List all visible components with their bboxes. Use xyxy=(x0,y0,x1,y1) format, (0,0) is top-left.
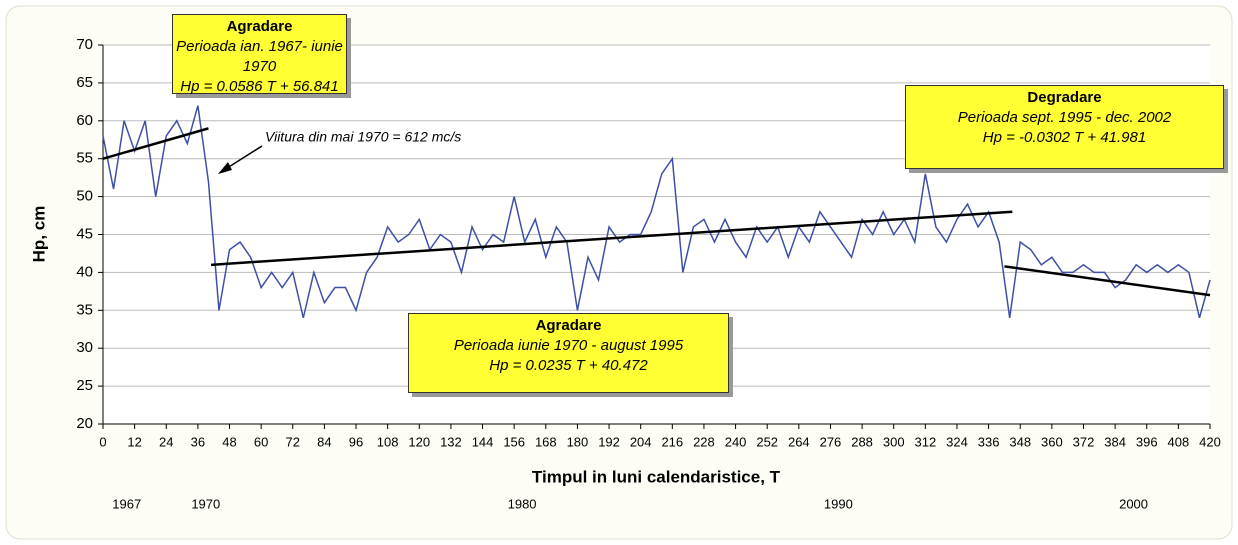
annotation-box: Degradare Perioada sept. 1995 - dec. 200… xyxy=(905,85,1224,169)
x-tick-label: 60 xyxy=(254,434,268,449)
y-tick-label: 45 xyxy=(76,225,93,242)
y-tick-label: 30 xyxy=(76,339,93,356)
x-tick-label: 144 xyxy=(472,434,494,449)
annotation-title: Degradare xyxy=(1027,89,1102,106)
x-tick-label: 276 xyxy=(820,434,842,449)
year-label: 1967 xyxy=(112,496,141,511)
x-tick-label: 372 xyxy=(1073,434,1095,449)
x-tick-label: 168 xyxy=(535,434,557,449)
x-tick-label: 264 xyxy=(788,434,810,449)
x-tick-label: 180 xyxy=(567,434,589,449)
arrow xyxy=(223,145,263,171)
x-tick-label: 396 xyxy=(1136,434,1158,449)
x-tick-label: 0 xyxy=(99,434,106,449)
x-tick-label: 336 xyxy=(978,434,1000,449)
x-tick-label: 132 xyxy=(440,434,462,449)
year-label: 1990 xyxy=(824,496,853,511)
data-line xyxy=(102,105,1211,319)
annotation-text: Perioada ian. 1967- iunie 1970 xyxy=(176,38,343,75)
year-label: 2000 xyxy=(1119,496,1148,511)
trend-line xyxy=(102,127,209,160)
x-tick-label: 108 xyxy=(377,434,399,449)
y-tick-label: 35 xyxy=(76,301,93,318)
x-tick-label: 324 xyxy=(946,434,968,449)
x-tick-label: 48 xyxy=(222,434,236,449)
x-tick-label: 84 xyxy=(317,434,331,449)
annotation-text: Perioada sept. 1995 - dec. 2002 xyxy=(957,109,1172,126)
x-tick-label: 312 xyxy=(914,434,936,449)
x-tick-label: 240 xyxy=(725,434,747,449)
arrow-head xyxy=(218,162,232,174)
x-tick-label: 120 xyxy=(408,434,430,449)
y-axis-label: Hp, cm xyxy=(29,206,48,263)
x-tick-label: 12 xyxy=(127,434,141,449)
x-tick-label: 36 xyxy=(191,434,205,449)
y-tick-label: 50 xyxy=(76,188,93,205)
annotation-title: Agradare xyxy=(226,18,293,35)
x-axis-label: Timpul in luni calendaristice, T xyxy=(532,467,781,486)
annotation-title: Agradare xyxy=(535,317,602,334)
x-tick-label: 216 xyxy=(661,434,683,449)
x-tick-label: 360 xyxy=(1041,434,1063,449)
x-tick-label: 204 xyxy=(630,434,652,449)
annotation-box: Agradare Perioada ian. 1967- iunie 1970 … xyxy=(172,14,347,95)
x-tick-label: 192 xyxy=(598,434,620,449)
y-tick-label: 25 xyxy=(76,377,93,394)
x-tick-label: 408 xyxy=(1168,434,1190,449)
x-tick-label: 24 xyxy=(159,434,173,449)
annotation: Viitura din mai 1970 = 612 mc/s xyxy=(265,129,461,145)
y-tick-label: 20 xyxy=(76,415,93,432)
x-tick-label: 288 xyxy=(851,434,873,449)
x-tick-label: 96 xyxy=(349,434,363,449)
y-tick-label: 40 xyxy=(76,263,93,280)
x-tick-label: 420 xyxy=(1199,434,1221,449)
trend-line xyxy=(1004,265,1211,297)
x-tick-label: 300 xyxy=(883,434,905,449)
x-tick-label: 384 xyxy=(1104,434,1126,449)
y-tick-label: 60 xyxy=(76,112,93,129)
annotation-text: Perioada iunie 1970 - august 1995 xyxy=(453,337,684,354)
x-tick-label: 228 xyxy=(693,434,715,449)
annotation-box: Agradare Perioada iunie 1970 - august 19… xyxy=(408,313,729,393)
y-tick-label: 70 xyxy=(76,36,93,53)
year-label: 1970 xyxy=(191,496,220,511)
x-tick-label: 252 xyxy=(756,434,778,449)
y-tick-label: 65 xyxy=(76,74,93,91)
annotation-text: Hp = 0.0586 T + 56.841 xyxy=(180,78,339,95)
year-label: 1980 xyxy=(508,496,537,511)
annotation-text: Hp = -0.0302 T + 41.981 xyxy=(982,129,1147,146)
x-tick-label: 72 xyxy=(286,434,300,449)
trend-line xyxy=(210,210,1013,267)
x-tick-label: 156 xyxy=(503,434,525,449)
y-tick-label: 55 xyxy=(76,150,93,167)
annotation-text: Hp = 0.0235 T + 40.472 xyxy=(489,357,648,374)
x-tick-label: 348 xyxy=(1009,434,1031,449)
